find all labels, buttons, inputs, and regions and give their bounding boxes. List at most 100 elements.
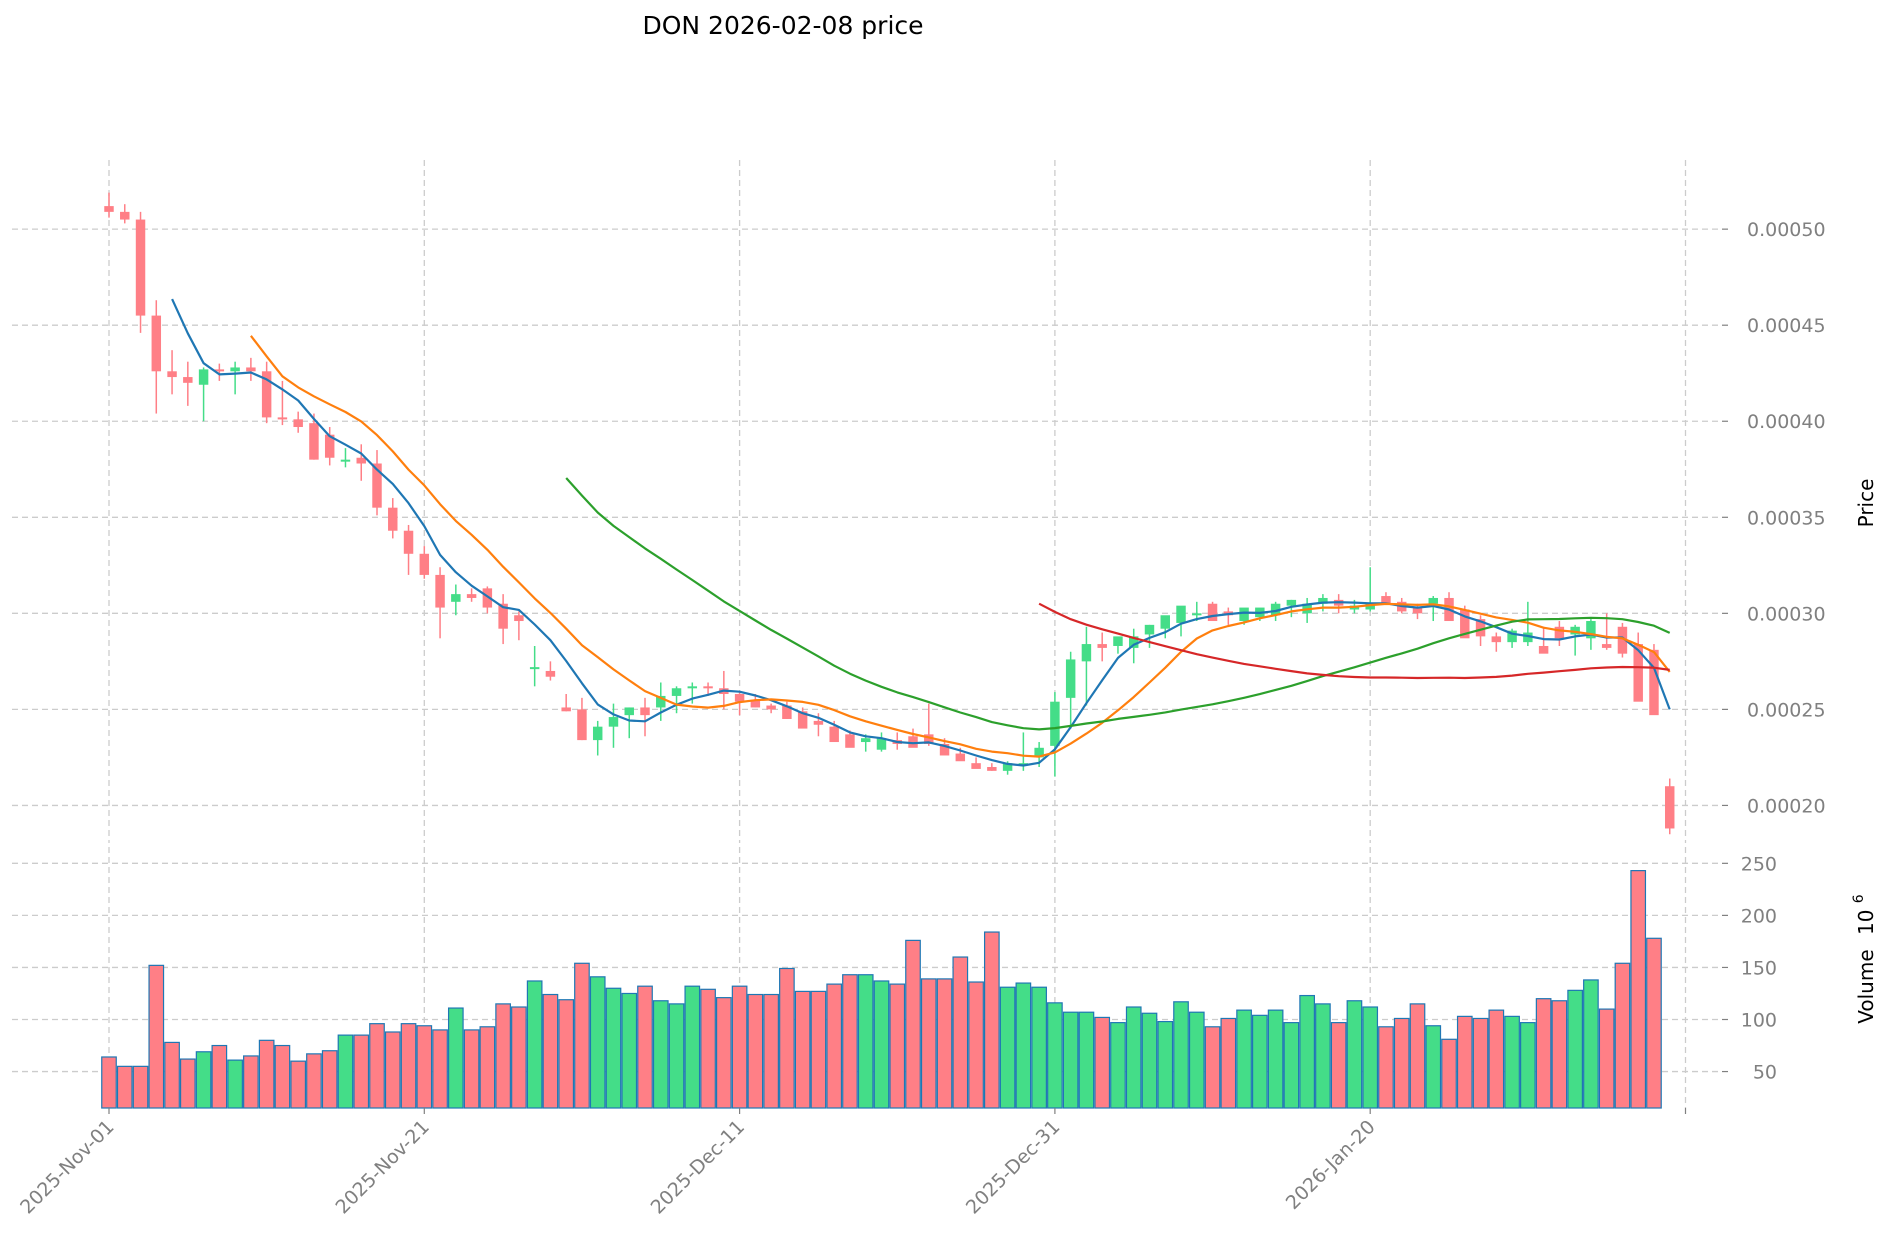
- candle-16: [356, 444, 366, 481]
- volume-bar-59: [1031, 986, 1047, 1109]
- volume-bar-1: [116, 1065, 133, 1109]
- candle-93: [1570, 624, 1580, 656]
- volume-bar-62: [1078, 1011, 1095, 1109]
- candle-body-31: [592, 726, 603, 741]
- volume-bar-26: [511, 1006, 527, 1109]
- candle-body-19: [403, 530, 414, 554]
- candle-body-22: [451, 594, 461, 602]
- volume-bar-13: [306, 1053, 322, 1109]
- candle-body-74: [1270, 603, 1281, 616]
- volume-bar-10: [258, 1039, 275, 1109]
- volume-bar-54: [952, 956, 969, 1109]
- candle-14: [324, 427, 335, 466]
- volume-bar-96: [1614, 962, 1631, 1109]
- volume-label-text: Volume: [1854, 949, 1878, 1023]
- price-grid: [12, 228, 1722, 807]
- volume-bar-27: [526, 980, 543, 1109]
- volume-bar-39: [715, 997, 732, 1109]
- candle-body-61: [1065, 659, 1076, 698]
- candle-30: [577, 697, 587, 741]
- volume-bar-52: [920, 978, 937, 1109]
- price-axis-label: Price: [1854, 479, 1878, 528]
- candle-body-63: [1097, 644, 1107, 648]
- candle-61: [1065, 651, 1076, 729]
- volume-bar-66: [1141, 1012, 1158, 1109]
- candle-99: [1665, 778, 1675, 835]
- volume-bar-8: [227, 1059, 243, 1109]
- volume-bar-20: [416, 1025, 433, 1109]
- candle-29: [561, 694, 571, 712]
- candle-body-49: [876, 738, 887, 750]
- candle-body-88: [1491, 636, 1502, 643]
- candle-body-84: [1428, 597, 1438, 604]
- candle-body-34: [640, 707, 650, 716]
- candle-body-21: [435, 574, 445, 608]
- candles: [104, 192, 1675, 835]
- candle-body-43: [782, 705, 792, 719]
- volume-axis-ticks: 50 100 150 200 250: [1722, 853, 1777, 1084]
- candle-body-36: [671, 688, 682, 696]
- candle-body-10: [261, 371, 272, 418]
- volume-bar-47: [842, 974, 858, 1109]
- candle-84: [1428, 596, 1438, 622]
- volume-bar-33: [621, 992, 638, 1109]
- candle-2: [135, 211, 146, 333]
- date-tick-label-1: 2025-Nov-21: [331, 1116, 433, 1218]
- volume-bar-4: [164, 1041, 180, 1109]
- candle-body-2: [135, 219, 146, 316]
- candle-32: [608, 703, 619, 748]
- volume-bar-81: [1378, 1026, 1394, 1109]
- volume-bar-65: [1125, 1006, 1142, 1109]
- candle-body-28: [545, 670, 556, 677]
- volume-bar-49: [873, 980, 890, 1109]
- candle-6: [198, 367, 209, 422]
- candle-44: [797, 707, 808, 729]
- candle-body-20: [419, 553, 430, 575]
- volume-bar-75: [1283, 1022, 1300, 1109]
- candle-body-64: [1113, 636, 1123, 646]
- candle-60: [1050, 692, 1060, 777]
- candle-body-14: [324, 434, 335, 458]
- candle-24: [482, 586, 493, 614]
- candle-63: [1097, 632, 1107, 662]
- candle-body-11: [277, 417, 288, 420]
- candle-body-81: [1381, 596, 1391, 604]
- candle-body-24: [482, 588, 493, 608]
- candle-body-60: [1050, 701, 1060, 746]
- volume-bar-92: [1551, 1000, 1568, 1109]
- volume-bar-5: [179, 1058, 196, 1109]
- volume-tick-label-2: 150: [1741, 957, 1777, 979]
- candle-body-83: [1412, 607, 1423, 614]
- candle-body-46: [829, 726, 839, 743]
- volume-bar-90: [1519, 1022, 1536, 1109]
- candle-17: [372, 450, 382, 516]
- volume-bar-72: [1236, 1009, 1252, 1109]
- volume-bar-57: [999, 986, 1016, 1109]
- candle-body-87: [1475, 619, 1486, 637]
- volume-bar-35: [652, 1000, 669, 1109]
- price-tick-label-3: 0.00035: [1747, 507, 1826, 529]
- candle-37: [687, 682, 698, 704]
- candle-body-16: [356, 457, 366, 464]
- candle-19: [403, 524, 414, 575]
- candle-body-58: [1018, 763, 1029, 766]
- candle-43: [782, 701, 792, 719]
- volume-bar-68: [1173, 1001, 1189, 1109]
- volume-bar-21: [432, 1029, 448, 1109]
- candle-body-44: [797, 711, 808, 729]
- volume-bar-2: [132, 1065, 149, 1109]
- candle-body-8: [230, 367, 240, 372]
- candle-body-94: [1586, 621, 1596, 639]
- candle-body-18: [388, 507, 398, 531]
- volume-bar-12: [290, 1060, 307, 1109]
- candle-body-77: [1318, 597, 1328, 604]
- candle-body-1: [120, 211, 130, 220]
- volume-bar-80: [1362, 1006, 1379, 1109]
- volume-exponent-base: 10: [1854, 910, 1878, 935]
- volume-bar-23: [463, 1029, 480, 1109]
- candle-body-70: [1207, 603, 1218, 622]
- candle-body-35: [656, 695, 666, 708]
- candle-70: [1207, 601, 1218, 622]
- volume-bar-87: [1472, 1017, 1489, 1109]
- volume-tick-label-0: 50: [1753, 1062, 1777, 1084]
